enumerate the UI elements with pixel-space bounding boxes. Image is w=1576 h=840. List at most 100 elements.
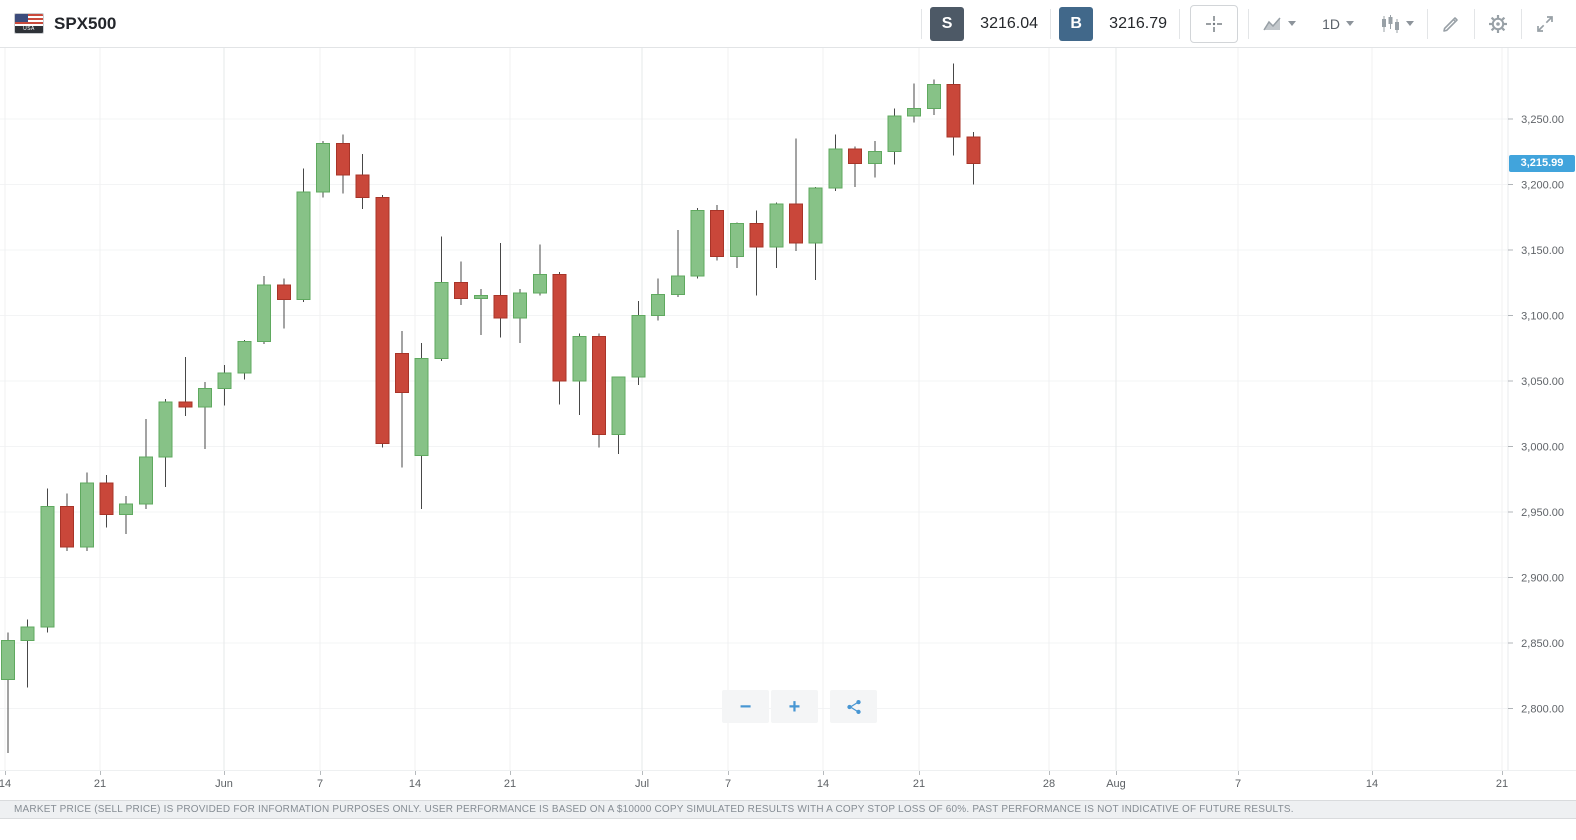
candlestick	[887, 108, 902, 165]
toolbar-divider	[1521, 8, 1522, 39]
y-axis-label: 3,200.00	[1521, 179, 1564, 191]
x-axis-tick	[320, 771, 321, 775]
x-axis-label: Jun	[215, 778, 233, 790]
candlestick	[355, 154, 370, 210]
candlestick-style-icon	[1382, 14, 1399, 33]
disclaimer-bar: MARKET PRICE (SELL PRICE) IS PROVIDED FO…	[0, 800, 1576, 819]
candlestick	[729, 222, 744, 269]
zoom-in-button[interactable]: +	[771, 690, 818, 723]
x-axis[interactable]: 14 21 Jun 7 14 21 Jul 7 14 21 28 Aug 7 14 21	[0, 770, 1576, 800]
instrument-selector[interactable]: USA SPX500	[0, 13, 116, 34]
y-axis-label: 2,800.00	[1521, 703, 1564, 715]
flag-label: USA	[15, 26, 43, 33]
x-axis-tick	[823, 771, 824, 775]
buy-group: B 3216.79	[1051, 6, 1179, 41]
x-axis-label: 7	[316, 778, 324, 790]
candle-style-dropdown[interactable]	[1367, 0, 1427, 48]
candlestick	[808, 186, 823, 280]
x-axis-tick	[510, 771, 511, 775]
toolbar-divider	[1179, 8, 1181, 39]
candlestick	[651, 278, 666, 321]
settings-button[interactable]	[1475, 0, 1521, 48]
candlestick	[848, 146, 863, 187]
candlestick	[375, 194, 390, 448]
gear-icon	[1489, 14, 1507, 33]
x-axis-tick	[642, 771, 643, 775]
x-axis-label: 14	[408, 778, 422, 790]
candlestick	[572, 333, 587, 415]
area-chart-icon	[1263, 17, 1281, 30]
candlestick	[257, 276, 272, 345]
timeframe-dropdown[interactable]: 1D	[1309, 0, 1367, 48]
chart-type-dropdown[interactable]	[1249, 0, 1309, 48]
timeframe-label: 1D	[1322, 15, 1340, 32]
x-axis-tick	[224, 771, 225, 775]
share-icon	[846, 699, 861, 714]
candlestick	[316, 141, 331, 198]
candlestick	[867, 141, 882, 178]
candlestick	[296, 168, 311, 303]
zoom-controls: − +	[722, 690, 877, 723]
y-axis-label: 3,250.00	[1521, 114, 1564, 126]
candlestick	[828, 134, 843, 191]
drawing-tools-button[interactable]	[1428, 0, 1474, 48]
toolbar-divider	[1050, 8, 1052, 39]
x-axis-tick	[1116, 771, 1117, 775]
candlestick	[907, 83, 922, 123]
y-axis-label: 2,950.00	[1521, 507, 1564, 519]
candlestick	[217, 365, 232, 406]
candlestick	[769, 202, 784, 269]
candlestick	[454, 261, 469, 305]
candlestick	[99, 475, 114, 528]
x-axis-label: Jul	[634, 778, 650, 790]
buy-price: 3216.79	[1109, 14, 1168, 32]
candlestick	[592, 333, 606, 448]
x-axis-label: 28	[1042, 778, 1056, 790]
candlestick	[670, 230, 685, 297]
candlestick	[611, 376, 626, 455]
candlestick	[237, 340, 252, 380]
candlestick	[276, 278, 291, 329]
chart-area[interactable]: 3,250.00 3,200.00 3,150.00 3,100.00 3,050.00…	[0, 48, 1576, 770]
candlestick	[178, 357, 193, 417]
x-axis-tick	[1049, 771, 1050, 775]
candlestick	[749, 210, 764, 296]
candlestick	[946, 63, 961, 156]
fullscreen-expand-icon	[1537, 15, 1553, 32]
disclaimer-text: MARKET PRICE (SELL PRICE) IS PROVIDED FO…	[14, 804, 1294, 815]
x-axis-tick	[1238, 771, 1239, 775]
buy-button[interactable]: B	[1059, 6, 1094, 41]
candlestick	[119, 496, 134, 535]
chevron-down-icon	[1288, 21, 1297, 26]
crosshair-tool-button[interactable]	[1190, 4, 1239, 43]
sell-group: S 3216.04	[922, 6, 1050, 41]
candlestick	[414, 342, 429, 510]
x-axis-label: 14	[816, 778, 830, 790]
candlestick	[20, 619, 35, 688]
toolbar-divider	[1474, 8, 1475, 39]
y-axis-label: 3,000.00	[1521, 441, 1564, 453]
zoom-out-button[interactable]: −	[722, 690, 769, 723]
candlestick-chart[interactable]: 3,250.00 3,200.00 3,150.00 3,100.00 3,050.00…	[0, 48, 1576, 770]
y-axis-label: 3,050.00	[1521, 376, 1564, 388]
y-axis-label: 2,900.00	[1521, 572, 1564, 584]
x-axis-label: 14	[1365, 778, 1379, 790]
candlestick	[789, 138, 803, 252]
candlestick	[710, 205, 725, 261]
fullscreen-button[interactable]	[1522, 0, 1568, 48]
toolbar-divider	[1427, 8, 1428, 39]
crosshair-icon	[1206, 15, 1223, 32]
usa-flag-icon: USA	[14, 13, 44, 34]
candlestick	[473, 289, 488, 335]
candlestick	[493, 243, 508, 338]
share-button[interactable]	[830, 690, 877, 723]
candlestick	[1, 632, 15, 753]
candlestick	[966, 131, 981, 185]
x-axis-label: 21	[93, 778, 107, 790]
sell-button[interactable]: S	[930, 6, 965, 41]
x-axis-label: 7	[1234, 778, 1242, 790]
x-axis-label: 21	[503, 778, 517, 790]
x-axis-label: 14	[0, 778, 12, 790]
x-axis-tick	[919, 771, 920, 775]
x-axis-tick	[728, 771, 729, 775]
